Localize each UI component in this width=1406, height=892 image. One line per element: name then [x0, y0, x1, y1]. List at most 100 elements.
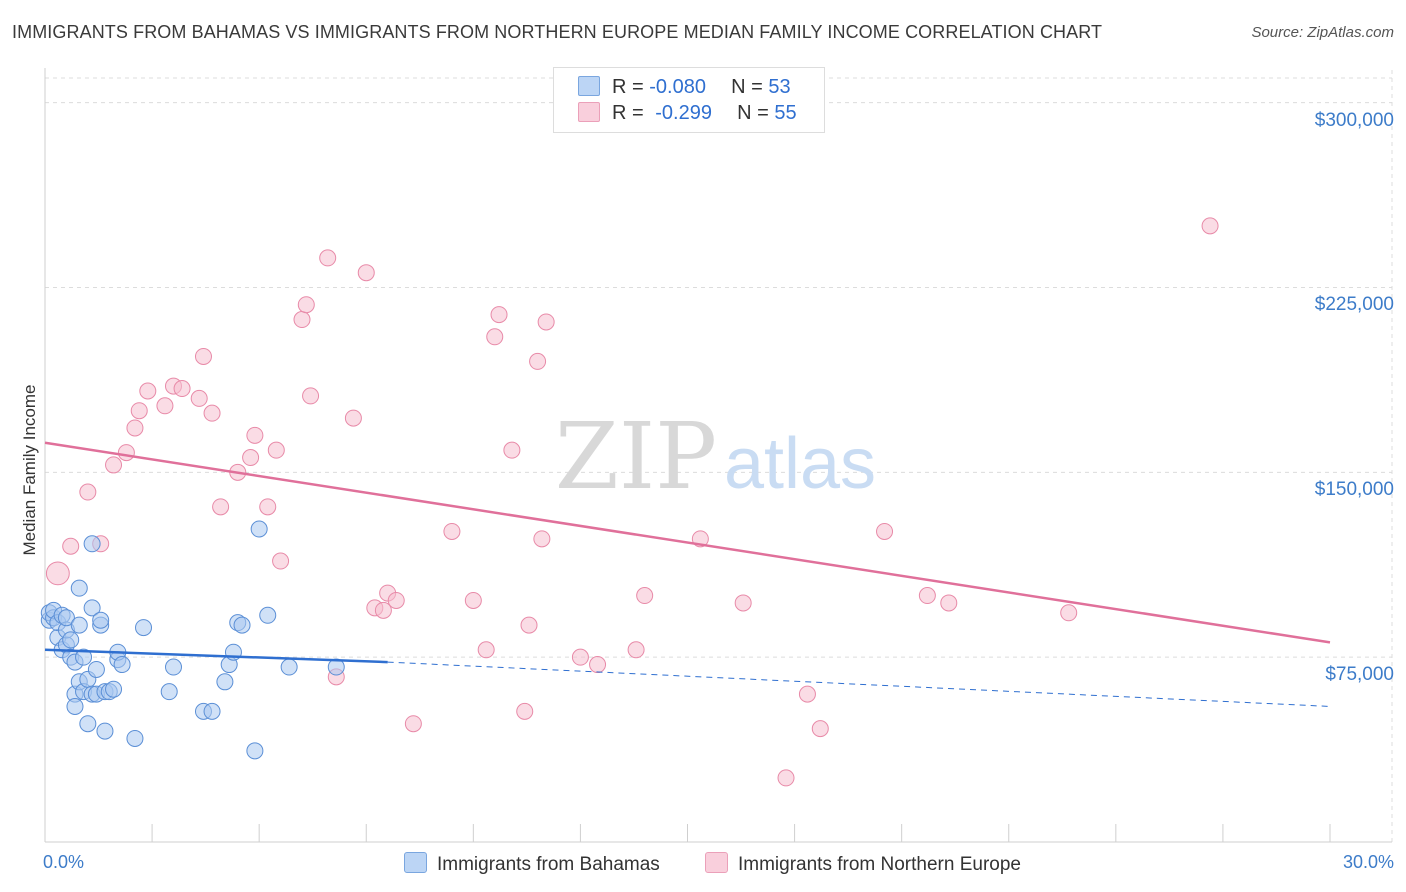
- bottom-legend-neurope: Immigrants from Northern Europe: [705, 852, 1021, 876]
- bahamas-point-22: [79, 715, 97, 733]
- bahamas-point-18: [70, 579, 88, 597]
- neurope-point-45: [571, 648, 589, 666]
- series-bahamas: [40, 520, 345, 760]
- bahamas-point-40: [165, 658, 182, 676]
- neurope-point-19: [259, 498, 277, 516]
- neurope-point-27: [344, 409, 362, 427]
- bahamas-point-31: [96, 722, 114, 740]
- neurope-point-12: [190, 389, 208, 407]
- neurope-point-1: [62, 537, 80, 555]
- neurope-point-51: [777, 769, 795, 787]
- bahamas-point-19: [75, 648, 93, 666]
- neurope-point-32: [387, 591, 405, 609]
- bahamas-point-37: [126, 729, 144, 747]
- trend-lines: [44, 441, 1331, 707]
- bahamas-point-43: [216, 673, 234, 691]
- neurope-point-44: [537, 313, 555, 331]
- neurope-point-23: [297, 296, 315, 314]
- neurope-point-37: [486, 328, 504, 346]
- neurope-point-21: [272, 552, 290, 570]
- grid-lines: [45, 70, 1393, 842]
- chart-title: IMMIGRANTS FROM BAHAMAS VS IMMIGRANTS FR…: [12, 22, 1103, 42]
- bahamas-point-12: [62, 631, 80, 649]
- neurope-point-17: [242, 449, 260, 467]
- legend-n-label: N =: [737, 102, 769, 124]
- neurope-point-18: [246, 426, 264, 444]
- neurope-point-34: [443, 522, 461, 540]
- bahamas-point-51: [280, 658, 298, 676]
- trend-line-bahamas-dashed: [387, 661, 1331, 707]
- bottom-legend-label-neurope: Immigrants from Northern Europe: [738, 854, 1021, 875]
- y-tick-label-1: $150,000: [1314, 479, 1394, 501]
- neurope-point-54: [876, 522, 894, 540]
- neurope-point-30: [374, 601, 392, 619]
- neurope-point-52: [798, 685, 816, 703]
- watermark: ZIP atlas: [555, 403, 876, 510]
- y-tick-label-0: $75,000: [1325, 664, 1394, 686]
- legend-n-value-bahamas: 53: [768, 76, 791, 98]
- neurope-point-24: [302, 387, 320, 405]
- legend-swatch-bahamas: [578, 76, 600, 96]
- neurope-point-5: [117, 444, 135, 462]
- neurope-point-0: [45, 561, 70, 586]
- neurope-point-6: [126, 419, 144, 437]
- source-credit: Source: ZipAtlas.com: [1251, 24, 1394, 41]
- y-tick-label-3: $300,000: [1314, 109, 1394, 131]
- neurope-point-56: [940, 594, 958, 612]
- bahamas-point-15: [66, 697, 84, 715]
- neurope-point-14: [203, 404, 221, 422]
- neurope-point-28: [357, 264, 375, 282]
- bahamas-point-50: [259, 606, 277, 624]
- neurope-point-9: [156, 397, 174, 415]
- neurope-point-40: [516, 702, 534, 720]
- bahamas-point-36: [113, 656, 131, 674]
- bahamas-point-33: [105, 680, 123, 698]
- neurope-point-38: [490, 306, 508, 324]
- trend-line-neurope: [44, 441, 1331, 644]
- neurope-point-57: [1060, 604, 1078, 622]
- legend-r-label: R =: [612, 102, 644, 124]
- neurope-point-8: [139, 382, 157, 400]
- watermark-zip: ZIP: [555, 403, 717, 510]
- neurope-point-35: [464, 591, 482, 609]
- legend-n-value-neurope: 55: [774, 102, 797, 124]
- neurope-point-48: [636, 587, 654, 605]
- bahamas-point-38: [135, 619, 153, 637]
- y-axis-label: Median Family Income: [20, 384, 39, 556]
- neurope-point-11: [173, 380, 191, 398]
- bottom-legend-swatch-neurope: [705, 852, 728, 873]
- legend-swatch-neurope: [578, 102, 600, 122]
- neurope-point-42: [529, 352, 547, 370]
- bahamas-point-29: [92, 611, 110, 629]
- neurope-point-25: [319, 249, 337, 267]
- bahamas-point-10: [57, 609, 75, 627]
- neurope-point-41: [520, 616, 538, 634]
- neurope-point-2: [79, 483, 97, 501]
- legend-r-label: R =: [612, 76, 644, 98]
- neurope-point-50: [734, 594, 752, 612]
- x-tick-label-max: 30.0%: [1342, 852, 1394, 872]
- neurope-point-46: [589, 656, 607, 674]
- bahamas-point-23: [83, 535, 101, 553]
- bottom-legend-label-bahamas: Immigrants from Bahamas: [437, 854, 660, 875]
- bahamas-point-25: [83, 599, 101, 617]
- neurope-point-58: [1201, 217, 1219, 235]
- neurope-point-53: [811, 720, 829, 738]
- neurope-point-22: [293, 311, 311, 329]
- legend-row-bahamas: R = -0.080 N = 53: [578, 76, 791, 100]
- bottom-legend-bahamas: Immigrants from Bahamas: [404, 852, 660, 876]
- neurope-point-43: [533, 530, 551, 548]
- y-tick-label-2: $225,000: [1314, 294, 1394, 316]
- axes: [44, 68, 1392, 843]
- neurope-point-4: [105, 456, 123, 474]
- bahamas-point-48: [246, 742, 264, 760]
- bahamas-point-39: [160, 683, 178, 701]
- neurope-point-13: [194, 347, 212, 365]
- neurope-point-7: [130, 402, 148, 420]
- legend-r-value-bahamas: -0.080: [649, 76, 706, 98]
- legend-row-neurope: R = -0.299 N = 55: [578, 102, 797, 126]
- legend-n-label: N =: [731, 76, 763, 98]
- watermark-atlas: atlas: [724, 424, 876, 504]
- legend-r-value-neurope: -0.299: [655, 102, 712, 124]
